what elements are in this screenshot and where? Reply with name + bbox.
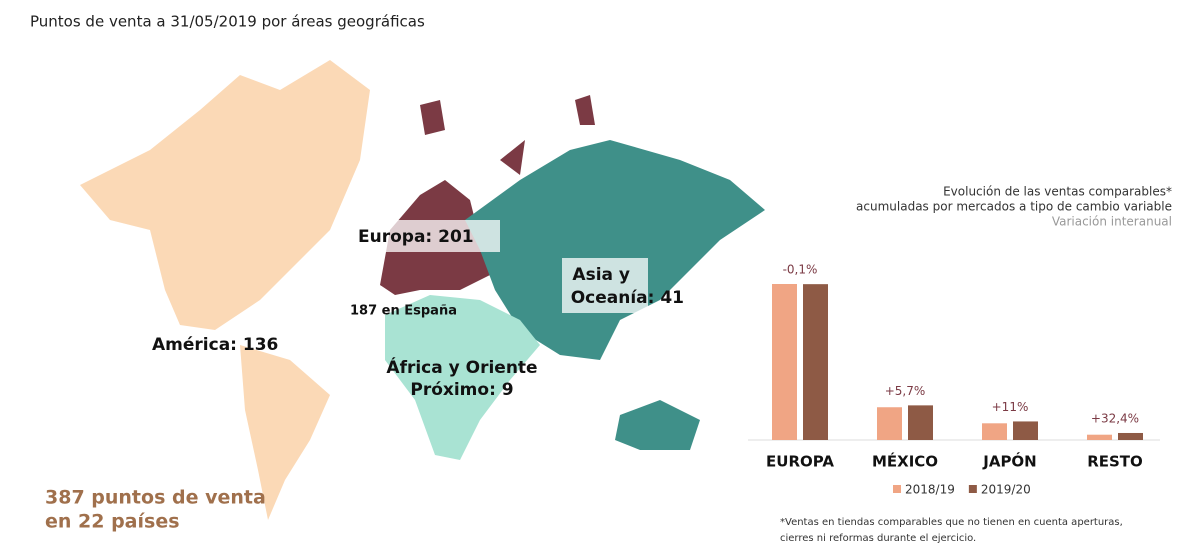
legend-swatch — [893, 485, 901, 493]
legend-label: 2018/19 — [905, 483, 955, 497]
x-tick-label: RESTO — [1087, 453, 1143, 471]
footnote: *Ventas en tiendas comparables que no ti… — [780, 517, 1123, 528]
label-box — [562, 258, 648, 313]
africa-label: Próximo: 9 — [410, 380, 513, 400]
footnote: cierres ni reformas durante el ejercicio… — [780, 533, 976, 544]
growth-label: +32,4% — [1091, 411, 1139, 425]
label-box — [355, 220, 500, 252]
growth-label: +5,7% — [885, 384, 926, 398]
growth-label: -0,1% — [783, 263, 818, 277]
bar — [772, 284, 797, 440]
africa-label: África y Oriente — [386, 356, 537, 378]
total-label: en 22 países — [45, 511, 180, 533]
chart-title: Evolución de las ventas comparables* — [943, 185, 1172, 199]
chart-title: acumuladas por mercados a tipo de cambio… — [856, 200, 1172, 214]
bar — [1118, 432, 1143, 440]
america — [80, 60, 370, 520]
bar — [877, 407, 902, 440]
bar — [982, 423, 1007, 440]
legend-label: 2019/20 — [981, 483, 1031, 497]
africa — [385, 295, 540, 460]
espana-label: 187 en España — [350, 304, 457, 319]
europa-label: Europa: 201 — [358, 227, 474, 247]
america-label: América: 136 — [152, 335, 278, 355]
bar — [1013, 421, 1038, 440]
x-tick-label: MÉXICO — [872, 452, 938, 471]
bar — [1087, 434, 1112, 440]
total-label: 387 puntos de venta — [45, 487, 266, 509]
legend-swatch — [968, 485, 977, 493]
x-tick-label: JAPÓN — [982, 452, 1037, 471]
asia-label: Oceanía: 41 — [571, 288, 684, 308]
bar — [803, 284, 828, 440]
x-tick-label: EUROPA — [766, 453, 834, 471]
page-title: Puntos de venta a 31/05/2019 por áreas g… — [30, 13, 425, 31]
bar — [908, 405, 933, 440]
chart-subtitle: Variación interanual — [1052, 215, 1172, 229]
asia-label: Asia y — [572, 265, 630, 285]
growth-label: +11% — [992, 400, 1029, 414]
